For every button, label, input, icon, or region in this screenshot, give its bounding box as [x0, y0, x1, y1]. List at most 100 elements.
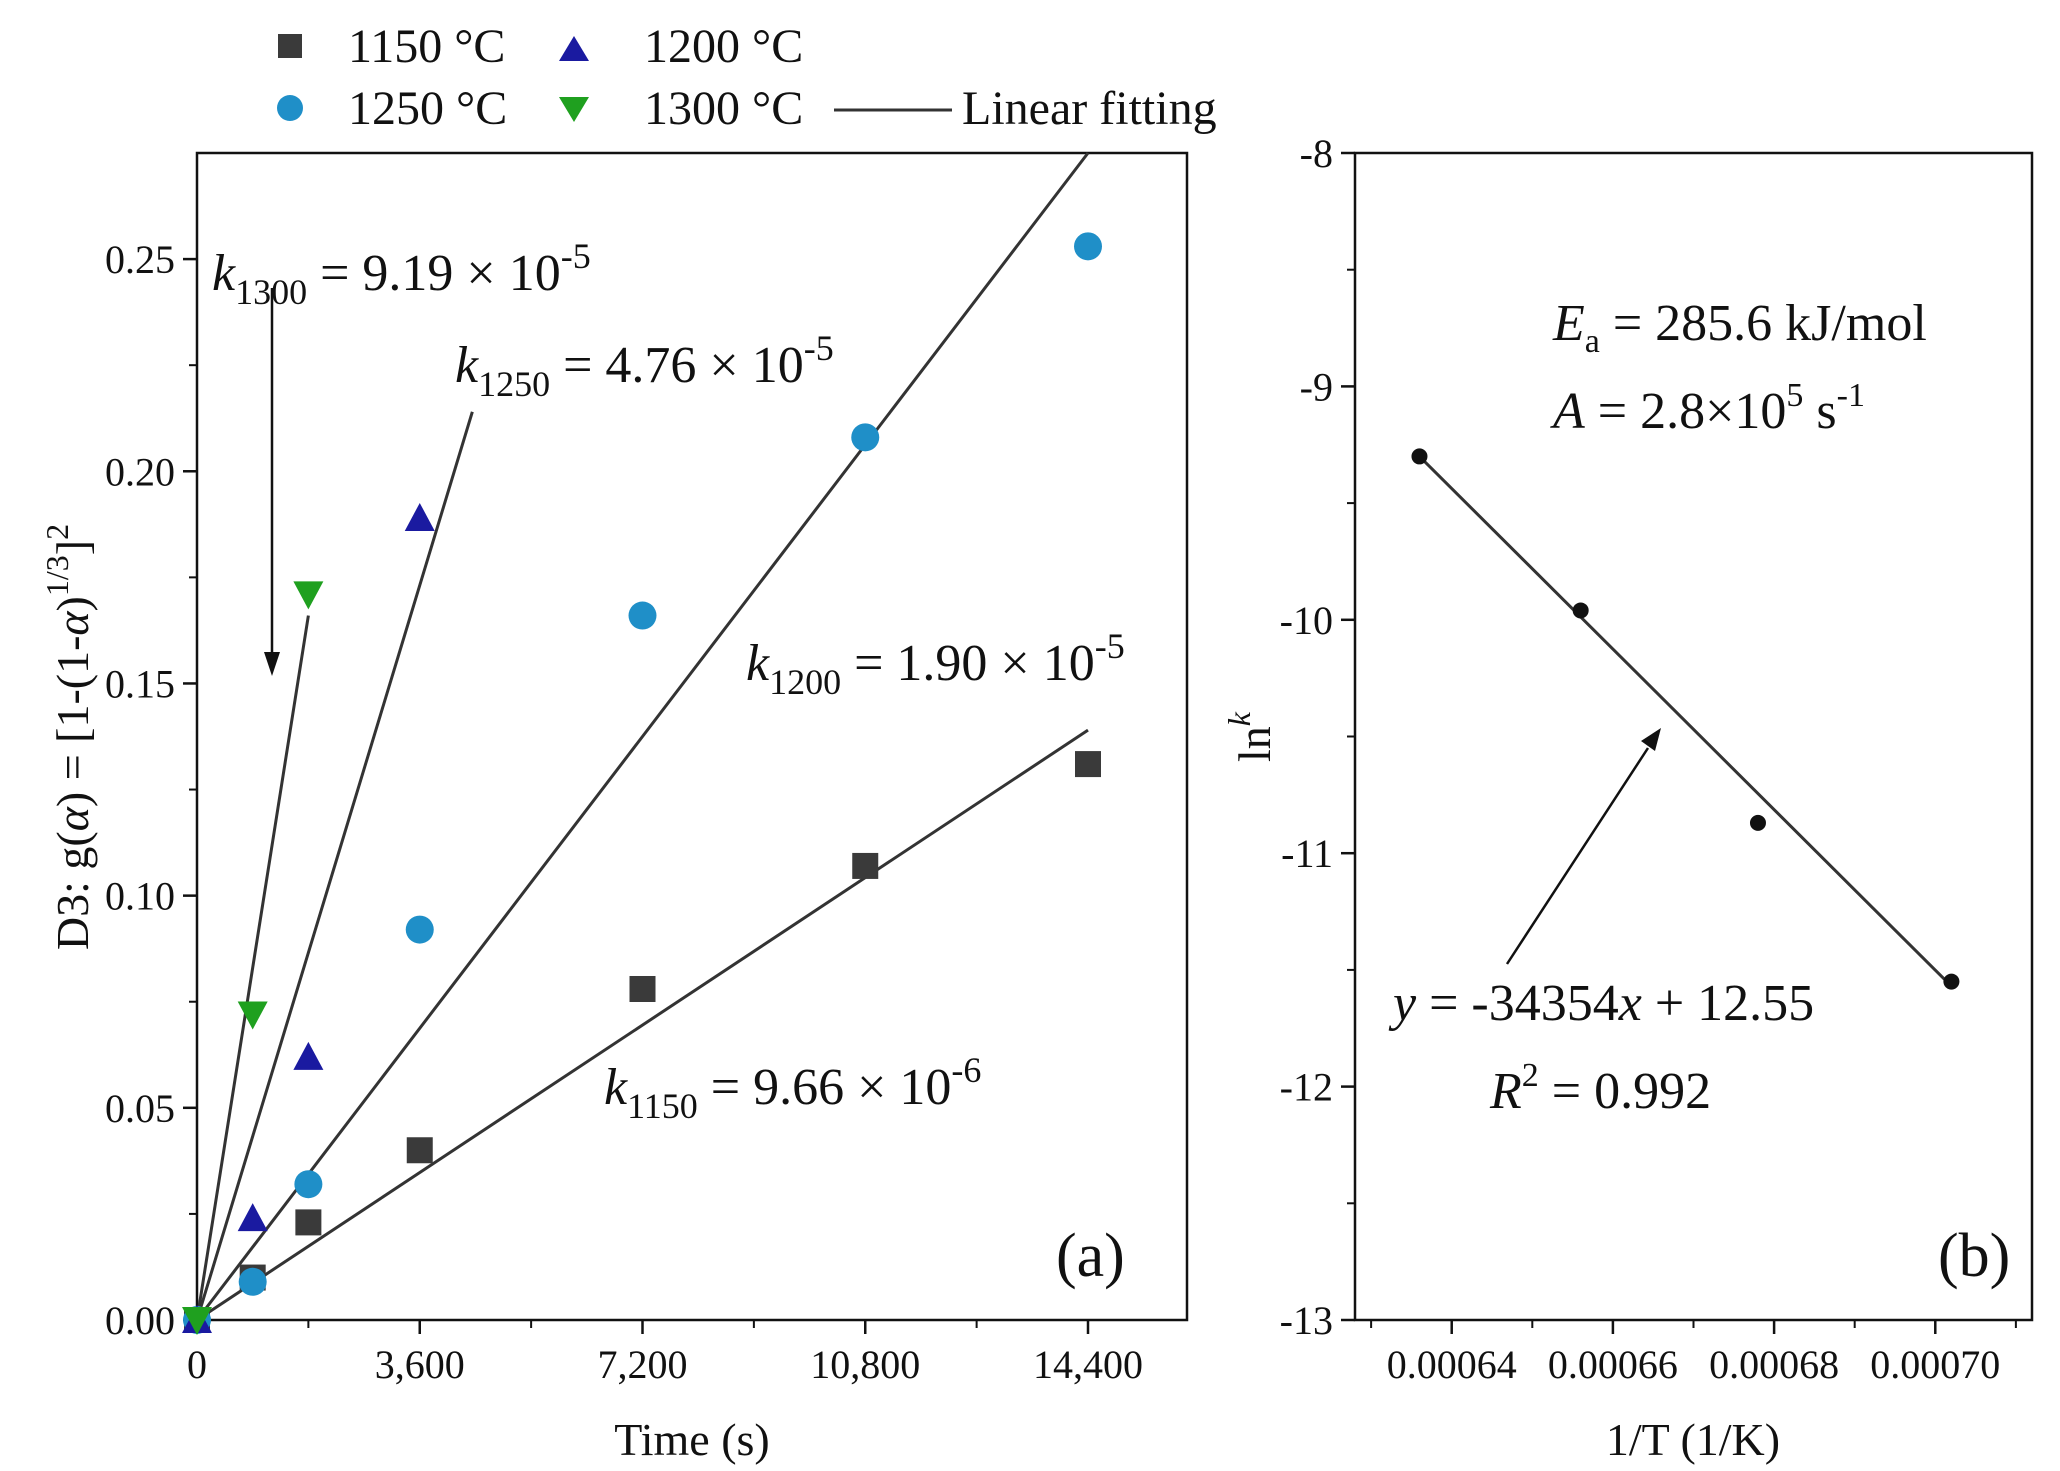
x-tick-label-b: 0.00068 — [1709, 1342, 1839, 1387]
a-exponent: 5 — [1786, 377, 1803, 414]
ylabel-sup-1: 1/3 — [39, 555, 75, 596]
eq-x: x — [1618, 975, 1642, 1032]
r2-value: = 0.992 — [1539, 1063, 1711, 1120]
x-tick-label-a: 0 — [187, 1342, 207, 1387]
x-tick-label-a: 14,400 — [1033, 1342, 1143, 1387]
k-subscript: 1300 — [235, 272, 307, 312]
legend-label-1150: 1150 °C — [348, 20, 505, 73]
fit-line-1200 — [195, 411, 474, 1321]
k-exponent: -6 — [951, 1050, 981, 1090]
legend-marker-1250 — [277, 95, 303, 121]
legend-label-1200: 1200 °C — [644, 20, 803, 73]
k-symbol: k — [604, 1059, 628, 1116]
annotation-r2: R2 = 0.992 — [1489, 1057, 1711, 1120]
annotation-equation: y = -34354x + 12.55 — [1388, 975, 1814, 1032]
legend-label-fit: Linear fitting — [962, 82, 1217, 135]
data-point-1150 — [1075, 751, 1101, 778]
arrow-head-equation — [1641, 728, 1661, 751]
legend-marker-1200 — [559, 36, 589, 61]
k-symbol: k — [212, 245, 236, 302]
data-point-lnk — [1411, 448, 1428, 465]
a-symbol: A — [1550, 383, 1585, 440]
y-tick-label-a: 0.00 — [105, 1298, 175, 1343]
data-point-1150 — [629, 975, 656, 1002]
x-tick-label-b: 0.00070 — [1870, 1342, 2000, 1387]
plot-frame-a — [195, 151, 1189, 1322]
fit-line-1150 — [196, 728, 1089, 1322]
r2-symbol: R — [1489, 1063, 1522, 1120]
ylabel-prefix: D3: g( — [47, 831, 98, 950]
x-tick-label-b: 0.00064 — [1387, 1342, 1517, 1387]
ea-symbol: E — [1552, 295, 1585, 352]
points-a — [182, 232, 1102, 1335]
ylabel-alpha-2: α — [47, 611, 98, 636]
x-tick-label-b: 0.00066 — [1548, 1342, 1678, 1387]
y-tick-label-a: 0.15 — [105, 661, 175, 706]
k-subscript: 1150 — [627, 1086, 698, 1126]
y-tick-label-b: -9 — [1300, 364, 1333, 409]
k-value: = 4.76 × 10 — [550, 337, 804, 394]
annotation-k1300: k1300 = 9.19 × 10-5 — [212, 236, 591, 312]
y-axis-label-a: D3: g(α) = [1-(1-α)1/3]2 — [39, 524, 98, 950]
ylabel-bracket: ] — [47, 540, 98, 555]
data-point-lnk — [1572, 602, 1589, 619]
x-axis-label-b: 1/T (1/K) — [1606, 1414, 1780, 1465]
fit-lines-b — [1418, 455, 1953, 988]
ylabel-k: k — [1221, 711, 1257, 726]
annotation-k1150: k1150 = 9.66 × 10-6 — [604, 1050, 981, 1126]
ea-value: = 285.6 kJ/mol — [1600, 295, 1927, 352]
y-tick-label-b: -10 — [1280, 598, 1333, 643]
y-tick-label-a: 0.25 — [105, 237, 175, 282]
y-tick-label-a: 0.10 — [105, 874, 175, 919]
ticks-b: 0.00064 0.00066 0.00068 0.00070 -8 -9 -10 -11 -1… — [1280, 131, 2017, 1387]
y-tick-label-b: -13 — [1280, 1298, 1333, 1343]
y-tick-label-b: -8 — [1300, 131, 1333, 176]
data-point-1250 — [294, 1170, 323, 1199]
ylabel-mid: ) = [1-(1- — [47, 636, 98, 808]
y-tick-label-b: -12 — [1280, 1065, 1333, 1110]
fit-lines-a — [195, 152, 1090, 1322]
eq-slope: = -34354 — [1416, 975, 1619, 1032]
data-point-1200 — [237, 1203, 268, 1232]
a-unit-exponent: -1 — [1837, 377, 1865, 414]
k-exponent: -5 — [1095, 626, 1125, 666]
k-value: = 1.90 × 10 — [841, 635, 1095, 692]
x-tick-label-a: 3,600 — [375, 1342, 465, 1387]
data-point-1250 — [405, 915, 434, 944]
k-exponent: -5 — [561, 236, 591, 276]
data-point-lnk — [1943, 973, 1960, 990]
panel-label-b: (b) — [1938, 1222, 2010, 1290]
annotation-k1250: k1250 = 4.76 × 10-5 — [455, 328, 834, 404]
a-value: = 2.8×10 — [1585, 383, 1787, 440]
data-point-1150 — [295, 1209, 322, 1236]
data-point-1250 — [238, 1267, 267, 1296]
arrow-equation — [1505, 747, 1650, 965]
x-axis-label-a: Time (s) — [614, 1414, 770, 1465]
k-subscript: 1250 — [478, 364, 550, 404]
y-tick-label-a: 0.20 — [105, 449, 175, 494]
data-point-1150 — [852, 852, 879, 879]
k-value: = 9.19 × 10 — [307, 245, 561, 302]
ylabel-close: ) — [47, 596, 98, 611]
k-value: = 9.66 × 10 — [698, 1059, 952, 1116]
data-point-1300 — [237, 1001, 268, 1030]
legend-label-1300: 1300 °C — [644, 82, 803, 135]
annotation-k1200: k1200 = 1.90 × 10-5 — [746, 626, 1125, 702]
data-point-1250 — [851, 423, 880, 452]
arrow-head-k1300 — [264, 652, 280, 676]
annotation-a: A = 2.8×105 s-1 — [1550, 377, 1865, 440]
panel-b: 0.00064 0.00066 0.00068 0.00070 -8 -9 -10 -11 -1… — [1221, 131, 2034, 1465]
data-point-1300 — [182, 1307, 212, 1335]
legend: 1150 °C 1200 °C 1250 °C 1300 °C Linear f… — [277, 20, 1217, 135]
points-b — [1411, 448, 1960, 990]
k-subscript: 1200 — [769, 662, 841, 702]
k-symbol: k — [746, 635, 770, 692]
data-point-lnk — [1749, 814, 1766, 831]
eq-y: y — [1388, 975, 1417, 1032]
data-point-1200 — [293, 1041, 324, 1070]
y-tick-label-a: 0.05 — [105, 1086, 175, 1131]
x-tick-label-a: 10,800 — [810, 1342, 920, 1387]
ea-subscript: a — [1585, 323, 1600, 360]
legend-marker-1300 — [559, 97, 589, 122]
